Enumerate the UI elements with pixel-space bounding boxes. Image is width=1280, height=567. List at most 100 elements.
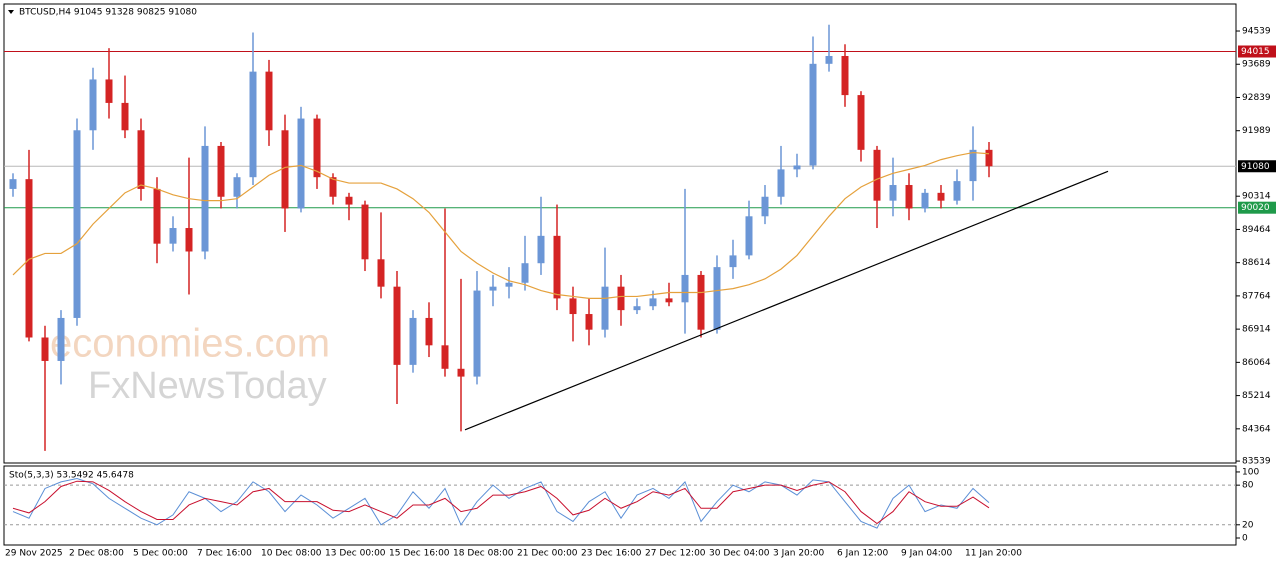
x-tick-label: 5 Dec 00:00 xyxy=(133,549,188,559)
candle-body xyxy=(457,368,465,377)
x-tick-label: 9 Jan 04:00 xyxy=(901,549,953,559)
x-tick-label: 15 Dec 16:00 xyxy=(389,549,450,559)
y-tick-label: 90314 xyxy=(1242,192,1271,202)
candle-body xyxy=(505,282,513,287)
x-tick-label: 10 Dec 08:00 xyxy=(261,549,322,559)
candle-body xyxy=(297,118,305,209)
price-level-label: 91080 xyxy=(1241,162,1270,172)
price-level-label: 94015 xyxy=(1241,47,1270,57)
y-tick-label: 84364 xyxy=(1242,424,1271,434)
candle-body xyxy=(73,130,81,318)
candle-body xyxy=(857,95,865,150)
candle-body xyxy=(345,196,353,205)
y-tick-label: 91989 xyxy=(1242,126,1271,136)
candle-body xyxy=(489,286,497,291)
x-tick-label: 29 Nov 2025 xyxy=(5,549,63,559)
y-tick-label: 20 xyxy=(1242,520,1254,530)
candle-body xyxy=(905,185,913,209)
candle-body xyxy=(793,165,801,170)
candle-body xyxy=(889,185,897,201)
candle-body xyxy=(665,298,673,303)
candle-body xyxy=(873,149,881,201)
price-level-box xyxy=(1238,45,1276,58)
candle-body xyxy=(169,228,177,244)
y-tick-label: 92839 xyxy=(1242,93,1271,103)
candle-body xyxy=(121,102,129,131)
candle-body xyxy=(585,314,593,330)
candle-body xyxy=(185,228,193,252)
x-tick-label: 30 Dec 04:00 xyxy=(709,549,770,559)
candle-body xyxy=(57,317,65,361)
candle-body xyxy=(953,181,961,201)
y-tick-label: 87764 xyxy=(1242,291,1271,301)
y-tick-label: 88614 xyxy=(1242,258,1271,268)
watermark: FxNewsToday xyxy=(88,365,327,407)
candle-body xyxy=(681,274,689,303)
candle-body xyxy=(985,149,993,167)
y-tick-label: 100 xyxy=(1242,467,1259,477)
stoch-line xyxy=(12,478,990,529)
y-tick-label: 83539 xyxy=(1242,457,1271,467)
candle-body xyxy=(201,145,209,252)
candle-body xyxy=(937,192,945,201)
candle-body xyxy=(825,55,833,64)
stoch-line xyxy=(12,480,990,525)
candle-body xyxy=(777,169,785,197)
price-level-label: 90020 xyxy=(1241,203,1270,213)
candle-body xyxy=(969,149,977,182)
candle-body xyxy=(553,235,561,299)
candle-body xyxy=(249,71,257,178)
watermark: economies.com xyxy=(50,322,330,366)
y-tick-label: 80 xyxy=(1242,481,1254,491)
candle-body xyxy=(729,255,737,268)
candle-body xyxy=(313,118,321,178)
candle-body xyxy=(377,259,385,287)
candle-body xyxy=(841,55,849,96)
candle-body xyxy=(633,306,641,311)
candle-body xyxy=(745,216,753,256)
candle-body xyxy=(217,145,225,197)
candle-body xyxy=(713,267,721,330)
x-tick-label: 23 Dec 16:00 xyxy=(581,549,642,559)
x-tick-label: 18 Dec 08:00 xyxy=(453,549,514,559)
y-tick-label: 85214 xyxy=(1242,391,1271,401)
moving-average xyxy=(12,151,990,300)
trend-line xyxy=(464,170,1109,431)
price-level-box xyxy=(1238,160,1276,173)
candle-body xyxy=(921,192,929,209)
x-tick-label: 6 Jan 12:00 xyxy=(837,549,889,559)
candle-body xyxy=(105,79,113,103)
menu-arrow[interactable] xyxy=(8,10,14,14)
candle-body xyxy=(409,317,417,365)
candle-body xyxy=(521,263,529,283)
x-tick-label: 2 Dec 08:00 xyxy=(69,549,124,559)
y-tick-label: 86914 xyxy=(1242,325,1271,335)
candle-body xyxy=(761,196,769,217)
candle-body xyxy=(617,286,625,311)
candle-body xyxy=(41,337,49,361)
y-tick-label: 94539 xyxy=(1242,27,1271,37)
candle-body xyxy=(441,345,449,369)
x-tick-label: 13 Dec 00:00 xyxy=(325,549,386,559)
candle-body xyxy=(265,71,273,131)
stoch-panel xyxy=(3,465,1237,546)
x-tick-label: 21 Dec 00:00 xyxy=(517,549,578,559)
x-tick-label: 3 Jan 20:00 xyxy=(773,549,825,559)
y-tick-label: 89464 xyxy=(1242,225,1271,235)
candle-body xyxy=(537,235,545,264)
x-tick-label: 11 Jan 20:00 xyxy=(965,549,1022,559)
candle-body xyxy=(425,317,433,346)
chart-title: BTCUSD,H4 91045 91328 90825 91080 xyxy=(19,8,197,18)
y-tick-label: 86064 xyxy=(1242,358,1271,368)
y-tick-label: 0 xyxy=(1242,533,1248,543)
candle-body xyxy=(25,179,33,338)
candle-body xyxy=(473,290,481,377)
candle-body xyxy=(697,274,705,330)
candle-body xyxy=(569,298,577,315)
candle-body xyxy=(153,188,161,244)
candle-body xyxy=(329,177,337,197)
candle-body xyxy=(649,298,657,307)
y-tick-label: 93689 xyxy=(1242,60,1271,70)
candle-body xyxy=(601,286,609,330)
